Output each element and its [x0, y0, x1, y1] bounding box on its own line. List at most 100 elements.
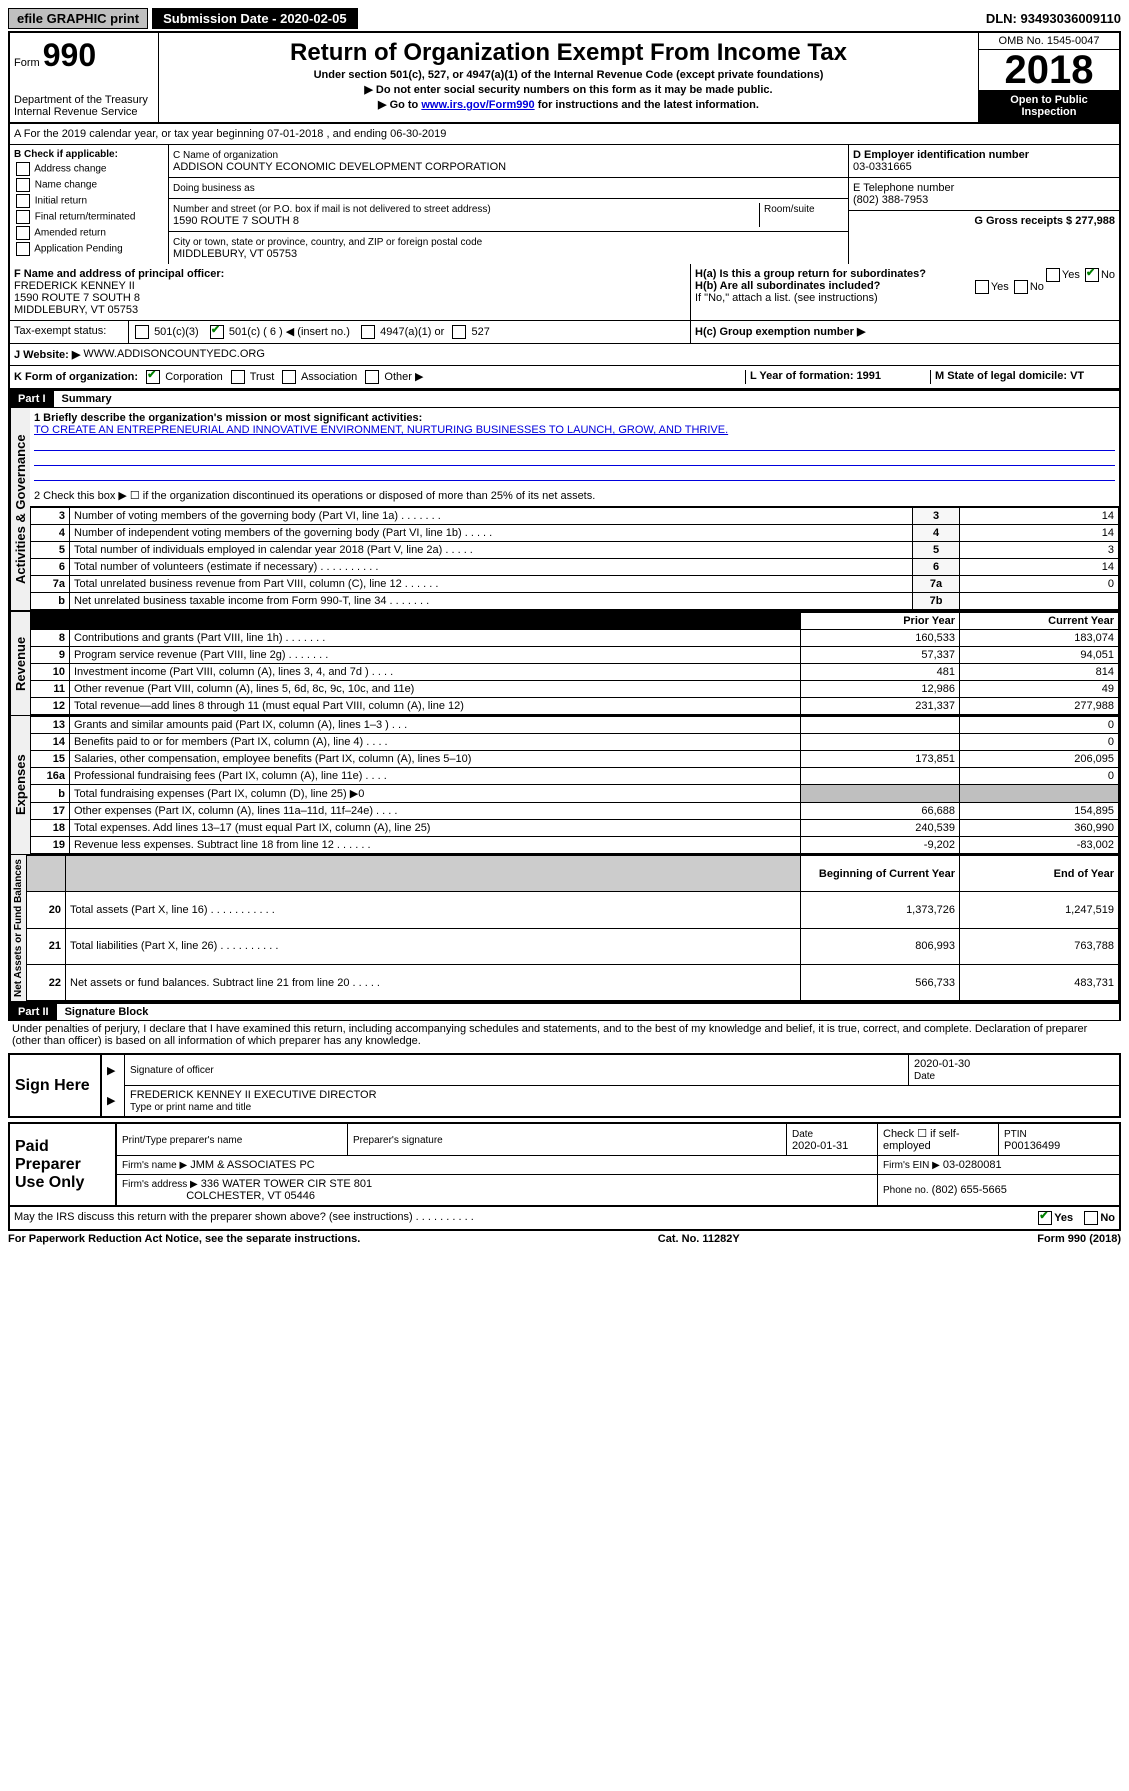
firm-phone-label: Phone no.	[883, 1185, 929, 1196]
pra-notice: For Paperwork Reduction Act Notice, see …	[8, 1233, 360, 1245]
street-value: 1590 ROUTE 7 SOUTH 8	[173, 215, 299, 227]
4947-check[interactable]	[361, 325, 375, 339]
checkbox-item[interactable]: Initial return	[14, 194, 164, 208]
firm-name-label: Firm's name ▶	[122, 1160, 187, 1171]
prep-date: 2020-01-31	[792, 1140, 848, 1152]
discuss-text: May the IRS discuss this return with the…	[14, 1211, 474, 1225]
table-row: bNet unrelated business taxable income f…	[31, 593, 1119, 610]
subtitle-1: Under section 501(c), 527, or 4947(a)(1)…	[163, 69, 974, 81]
firm-name: JMM & ASSOCIATES PC	[190, 1159, 315, 1171]
e-label: E Telephone number	[853, 182, 954, 194]
checkbox-item[interactable]: Name change	[14, 178, 164, 192]
other-check[interactable]	[365, 370, 379, 384]
opt-501c3: 501(c)(3)	[154, 326, 199, 338]
website-label: J Website: ▶	[14, 348, 80, 361]
form-word: Form	[14, 57, 40, 69]
opt-4947: 4947(a)(1) or	[380, 326, 444, 338]
opt-assoc: Association	[301, 371, 357, 383]
checkbox-item[interactable]: Amended return	[14, 226, 164, 240]
ha-yes[interactable]	[1046, 268, 1060, 282]
section-b: B Check if applicable: Address change Na…	[10, 145, 169, 264]
open-inspection: Open to Public Inspection	[979, 90, 1119, 122]
hb-yes[interactable]	[975, 280, 989, 294]
no-label: No	[1101, 269, 1115, 281]
section-b-title: B Check if applicable:	[14, 149, 118, 160]
header-center: Return of Organization Exempt From Incom…	[159, 33, 978, 122]
subtitle-3: ▶ Go to www.irs.gov/Form990 for instruct…	[163, 98, 974, 111]
room-label: Room/suite	[764, 204, 815, 215]
table-row: 8Contributions and grants (Part VIII, li…	[31, 630, 1119, 647]
firm-addr-label: Firm's address ▶	[122, 1179, 198, 1190]
submission-date-btn[interactable]: Submission Date - 2020-02-05	[152, 8, 358, 29]
self-employed-check[interactable]: Check ☐ if self-employed	[878, 1123, 999, 1156]
dln: DLN: 93493036009110	[986, 11, 1121, 26]
opt-other: Other ▶	[384, 371, 423, 383]
irs-label: Internal Revenue Service	[14, 106, 154, 118]
vlabel-netassets: Net Assets or Fund Balances	[10, 855, 26, 1001]
hb-no[interactable]	[1014, 280, 1028, 294]
header-left: Form 990 Department of the Treasury Inte…	[10, 33, 159, 122]
501c3-check[interactable]	[135, 325, 149, 339]
corp-check[interactable]	[146, 370, 160, 384]
firm-addr2: COLCHESTER, VT 05446	[186, 1190, 315, 1202]
header-right: OMB No. 1545-0047 2018 Open to Public In…	[978, 33, 1119, 122]
hb-label: H(b) Are all subordinates included?	[695, 280, 880, 292]
sign-here-label: Sign Here	[9, 1054, 101, 1117]
checkbox-item[interactable]: Final return/terminated	[14, 210, 164, 224]
top-bar: efile GRAPHIC print Submission Date - 20…	[8, 8, 1121, 29]
name-title-label: Type or print name and title	[130, 1102, 251, 1113]
table-row: 19Revenue less expenses. Subtract line 1…	[31, 837, 1119, 854]
signature-table: Sign Here ▶ Signature of officer 2020-01…	[8, 1053, 1121, 1118]
k-label: K Form of organization:	[14, 371, 138, 383]
sig-date: 2020-01-30	[914, 1058, 970, 1070]
table-row: 3Number of voting members of the governi…	[31, 507, 1119, 525]
goto-link[interactable]: www.irs.gov/Form990	[421, 99, 534, 111]
assoc-check[interactable]	[282, 370, 296, 384]
f-label: F Name and address of principal officer:	[14, 268, 224, 280]
line-a-text: A For the 2019 calendar year, or tax yea…	[14, 128, 446, 140]
efile-btn[interactable]: efile GRAPHIC print	[8, 8, 148, 29]
form-footer: Form 990 (2018)	[1037, 1233, 1121, 1245]
cat-no: Cat. No. 11282Y	[658, 1233, 740, 1245]
section-bcde: B Check if applicable: Address change Na…	[8, 145, 1121, 264]
form-number: 990	[43, 37, 96, 73]
firm-phone: (802) 655-5665	[932, 1184, 1007, 1196]
table-row: 7aTotal unrelated business revenue from …	[31, 576, 1119, 593]
ha-label: H(a) Is this a group return for subordin…	[695, 268, 926, 280]
table-row: 12Total revenue—add lines 8 through 11 (…	[31, 698, 1119, 715]
trust-check[interactable]	[231, 370, 245, 384]
table-row: 15Salaries, other compensation, employee…	[31, 751, 1119, 768]
g-label: G Gross receipts $ 277,988	[974, 215, 1115, 227]
part1-header: Part I	[10, 391, 54, 407]
vlabel-revenue: Revenue	[10, 612, 30, 715]
table-row: 13Grants and similar amounts paid (Part …	[31, 717, 1119, 734]
city-value: MIDDLEBURY, VT 05753	[173, 248, 297, 260]
officer-name: FREDERICK KENNEY II	[14, 280, 135, 292]
name-title-value: FREDERICK KENNEY II EXECUTIVE DIRECTOR	[130, 1089, 377, 1101]
line-a: A For the 2019 calendar year, or tax yea…	[8, 124, 1121, 145]
ptin-value: P00136499	[1004, 1140, 1060, 1152]
table-row: 9Program service revenue (Part VIII, lin…	[31, 647, 1119, 664]
hc-label: H(c) Group exemption number ▶	[695, 326, 865, 338]
dba-label: Doing business as	[173, 183, 255, 194]
dept-label: Department of the Treasury	[14, 94, 154, 106]
tax-status-label: Tax-exempt status:	[14, 325, 106, 337]
ha-no[interactable]	[1085, 268, 1099, 282]
date-label: Date	[914, 1071, 935, 1082]
table-row: 5Total number of individuals employed in…	[31, 542, 1119, 559]
preparer-table: Paid Preparer Use Only Print/Type prepar…	[8, 1122, 1121, 1207]
d-label: D Employer identification number	[853, 149, 1029, 161]
prep-name-label: Print/Type preparer's name	[122, 1135, 242, 1146]
527-check[interactable]	[452, 325, 466, 339]
checkbox-item[interactable]: Address change	[14, 162, 164, 176]
q1-val: TO CREATE AN ENTREPRENEURIAL AND INNOVAT…	[34, 424, 728, 436]
tax-year: 2018	[979, 50, 1119, 90]
discuss-yes[interactable]	[1038, 1211, 1052, 1225]
table-row: 22Net assets or fund balances. Subtract …	[27, 964, 1119, 1000]
checkbox-item[interactable]: Application Pending	[14, 242, 164, 256]
discuss-no[interactable]	[1084, 1211, 1098, 1225]
table-row: 14Benefits paid to or for members (Part …	[31, 734, 1119, 751]
form-title: Return of Organization Exempt From Incom…	[163, 39, 974, 67]
yes-label: Yes	[991, 281, 1009, 293]
501c-check[interactable]	[210, 325, 224, 339]
